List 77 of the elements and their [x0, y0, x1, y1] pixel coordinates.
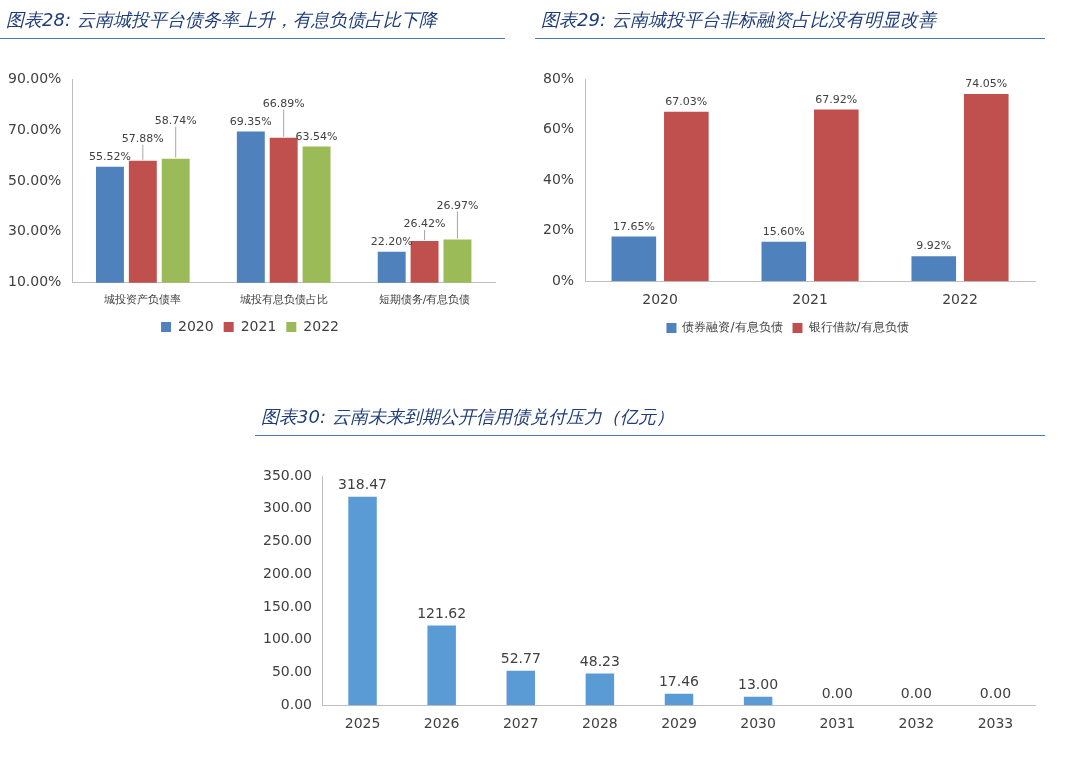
bar	[761, 241, 807, 282]
data-label: 26.97%	[436, 199, 479, 213]
data-label: 121.62	[417, 605, 467, 622]
legend-label: 银行借款/有息负债	[807, 320, 909, 335]
y-tick-label: 50.00	[271, 663, 312, 680]
y-tick-label: 0%	[551, 271, 575, 288]
x-tick-label: 2022	[942, 291, 978, 308]
data-label: 15.60%	[762, 225, 805, 239]
data-label: 67.03%	[665, 95, 708, 109]
y-tick-label: 350.00	[262, 466, 312, 483]
y-tick-label: 60%	[542, 120, 575, 137]
y-tick-label: 0.00	[280, 695, 312, 712]
legend-label: 债券融资/有息负债	[682, 320, 783, 335]
x-tick-label: 短期债务/有息负债	[378, 293, 471, 307]
x-tick-label: 2021	[792, 291, 828, 308]
bar	[585, 673, 615, 706]
y-tick-label: 90.00%	[7, 69, 62, 86]
y-tick-label: 30.00%	[7, 222, 62, 239]
bar	[427, 625, 456, 706]
data-label: 48.23	[579, 653, 620, 670]
bar	[814, 109, 859, 282]
y-tick-label: 100.00	[262, 630, 312, 647]
legend-label: 2022	[303, 317, 339, 334]
y-tick-label: 80%	[542, 69, 575, 86]
chart-title: 图表30: 云南未来到期公开信用债兑付压力（亿元）	[255, 405, 1045, 436]
data-label: 74.05%	[965, 77, 1008, 91]
y-tick-label: 150.00	[262, 597, 312, 614]
data-label: 17.65%	[612, 219, 655, 233]
data-label: 66.89%	[262, 96, 305, 110]
x-tick-label: 2026	[423, 715, 460, 732]
x-tick-label: 2032	[898, 715, 935, 732]
x-tick-label: 2025	[344, 715, 381, 732]
y-tick-label: 10.00%	[7, 273, 62, 290]
data-label: 9.92%	[916, 239, 952, 253]
x-tick-label: 2027	[502, 715, 539, 732]
x-tick-label: 2033	[977, 715, 1014, 732]
legend-label: 2021	[240, 317, 277, 334]
y-tick-label: 250.00	[262, 532, 312, 549]
data-label: 69.35%	[229, 114, 272, 128]
chart-title: 图表29: 云南城投平台非标融资占比没有明显改善	[535, 8, 1045, 39]
bar	[743, 696, 773, 706]
bar	[611, 236, 657, 282]
x-tick-label: 2031	[819, 715, 856, 732]
y-tick-label: 70.00%	[7, 120, 62, 137]
data-label: 318.47	[338, 476, 388, 493]
bar	[506, 670, 536, 706]
legend-label: 2020	[178, 317, 214, 334]
x-tick-label: 2028	[582, 715, 618, 732]
y-tick-label: 50.00%	[7, 171, 62, 188]
data-label: 52.77	[500, 650, 541, 667]
y-tick-label: 40%	[542, 170, 575, 187]
data-label: 26.42%	[403, 217, 446, 231]
y-tick-label: 200.00	[262, 564, 312, 581]
x-tick-label: 2030	[740, 715, 776, 732]
bar	[911, 256, 957, 282]
x-tick-label: 2029	[661, 715, 697, 732]
data-label: 22.20%	[370, 235, 413, 249]
data-label: 0.00	[821, 684, 853, 701]
data-label: 55.52%	[88, 150, 131, 164]
data-label: 0.00	[979, 684, 1012, 701]
x-tick-label: 城投资产负债率	[103, 293, 182, 307]
bar	[963, 94, 1009, 282]
data-label: 57.88%	[121, 132, 164, 146]
x-tick-label: 城投有息负债占比	[238, 293, 328, 307]
chart-title: 图表28: 云南城投平台债务率上升，有息负债占比下降	[0, 8, 505, 39]
bar	[348, 496, 377, 706]
data-label: 63.54%	[295, 129, 338, 143]
bar	[664, 111, 709, 282]
bar	[664, 693, 694, 706]
data-label: 13.00	[738, 676, 779, 693]
x-tick-label: 2020	[642, 291, 678, 308]
y-tick-label: 300.00	[262, 499, 312, 516]
data-label: 17.46	[658, 673, 700, 690]
data-label: 67.92%	[815, 92, 858, 106]
data-label: 58.74%	[154, 114, 197, 128]
y-tick-label: 20%	[542, 221, 575, 238]
data-label: 0.00	[900, 684, 932, 701]
